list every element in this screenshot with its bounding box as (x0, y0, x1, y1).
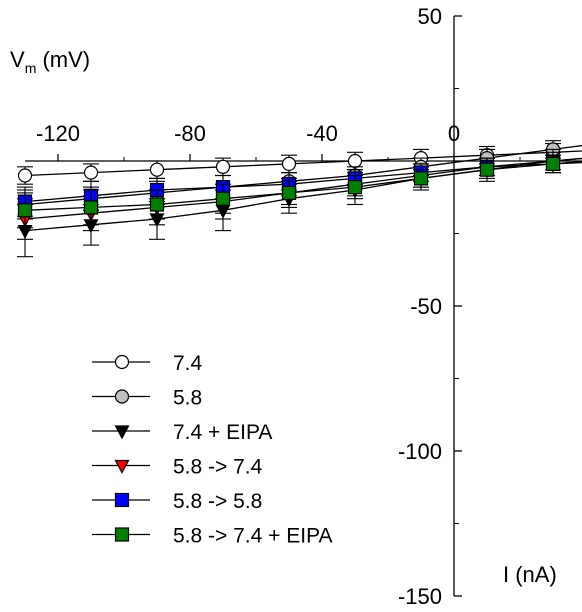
legend-label: 5.8 -> 7.4 (173, 456, 263, 479)
data-point (281, 156, 297, 171)
x-axis-label: I (nA) (503, 562, 557, 587)
legend-marker (114, 425, 130, 440)
legend-item-3: 5.8 -> 7.4 (92, 456, 263, 479)
tick-labels: -120 -80 -40 0 50 -50 -100 -150 (36, 4, 460, 609)
axis-labels: Vm (mV) I (nA) (10, 47, 557, 587)
legend-marker (114, 389, 130, 404)
series-5 (17, 154, 582, 229)
legend-label: 7.4 + EIPA (173, 421, 272, 444)
data-point (215, 191, 231, 206)
legend-item-0: 7.4 (92, 352, 203, 375)
legend-item-5: 5.8 -> 7.4 + EIPA (92, 525, 333, 548)
series-line (24, 150, 582, 177)
x-tick-label: -80 (174, 121, 206, 146)
data-point (83, 165, 99, 180)
series-0 (17, 143, 582, 185)
data-point (215, 159, 231, 174)
legend-marker (114, 527, 130, 542)
data-point (17, 203, 33, 218)
data-point (347, 180, 363, 195)
legend: 7.4 5.8 7.4 + EIPA 5.8 -> 7.4 5.8 -> 5.8 5.8 … (92, 352, 333, 548)
x-tick-label: 0 (448, 121, 460, 146)
data-point (17, 168, 33, 183)
legend-marker (114, 354, 130, 370)
legend-label: 5.8 (173, 387, 202, 410)
y-tick-label: 50 (418, 4, 442, 29)
y-axis-label: Vm (mV) (10, 47, 90, 76)
legend-item-1: 5.8 (92, 387, 202, 410)
x-tick-label: -120 (36, 121, 80, 146)
series-line (24, 160, 582, 211)
series-1 (17, 140, 582, 220)
data-point (545, 156, 561, 171)
data-point (479, 162, 495, 177)
data-point (149, 197, 165, 212)
legend-label: 5.8 -> 7.4 + EIPA (173, 525, 333, 548)
y-tick-label: -100 (398, 439, 442, 464)
data-point (413, 171, 429, 186)
data-point (281, 185, 297, 200)
data-point (83, 200, 99, 215)
y-tick-label: -150 (398, 584, 442, 609)
data-point (347, 153, 363, 169)
legend-label: 5.8 -> 5.8 (173, 490, 262, 513)
series-line (24, 144, 582, 206)
x-tick-label: -40 (306, 121, 338, 146)
series-line (24, 157, 582, 220)
legend-item-2: 7.4 + EIPA (92, 421, 272, 444)
data-series (17, 140, 582, 258)
series-line (24, 161, 582, 203)
axes (25, 15, 582, 597)
legend-label: 7.4 (173, 352, 203, 375)
legend-item-4: 5.8 -> 5.8 (92, 490, 262, 513)
legend-marker (114, 459, 130, 474)
data-point (149, 162, 165, 177)
y-tick-label: -50 (410, 294, 442, 319)
legend-marker (114, 492, 130, 508)
